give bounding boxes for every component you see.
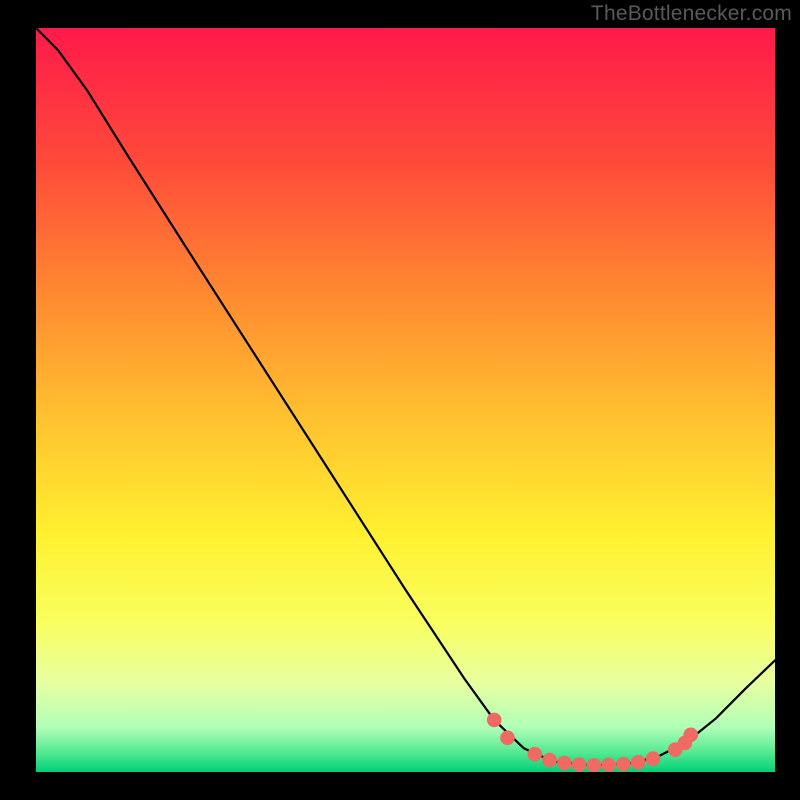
data-marker xyxy=(501,731,515,745)
data-marker xyxy=(684,728,698,742)
data-marker xyxy=(646,752,660,766)
gradient-background xyxy=(36,28,775,772)
chart-svg xyxy=(36,28,775,772)
data-marker xyxy=(587,759,601,773)
data-marker xyxy=(543,753,557,767)
chart-container: TheBottlenecker.com xyxy=(0,0,800,800)
data-marker xyxy=(487,713,501,727)
data-marker xyxy=(528,747,542,761)
watermark-text: TheBottlenecker.com xyxy=(591,2,792,26)
data-marker xyxy=(602,758,616,772)
data-marker xyxy=(572,758,586,772)
data-marker xyxy=(617,757,631,771)
data-marker xyxy=(558,756,572,770)
data-marker xyxy=(631,756,645,770)
plot-area xyxy=(36,28,775,772)
